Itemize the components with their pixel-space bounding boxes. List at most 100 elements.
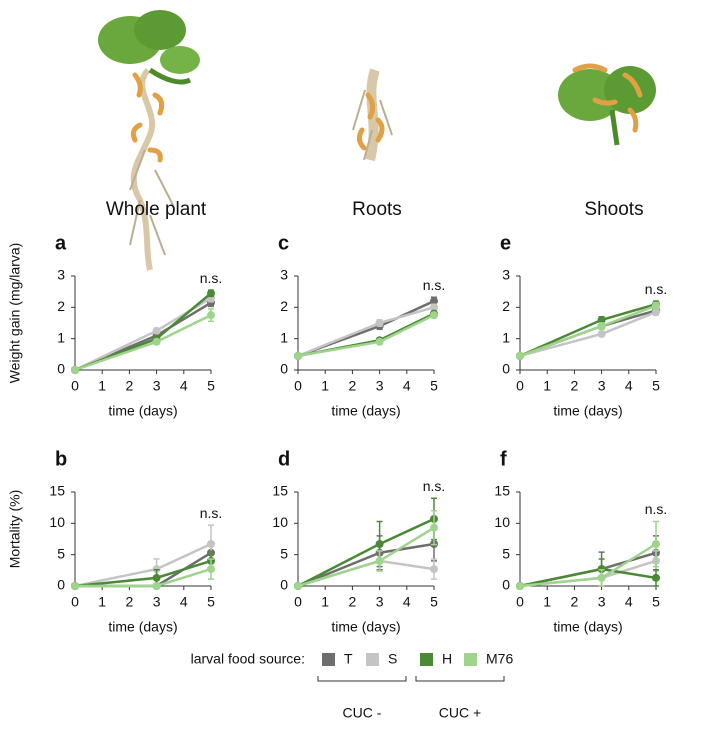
annotation: n.s. [423,478,446,494]
x-tick-label: 3 [153,378,161,394]
plant-whole [98,10,200,271]
data-point [71,582,79,590]
x-tick-label: 2 [349,594,357,610]
plant-roots [352,68,393,162]
data-point [375,319,384,327]
series-line [519,304,657,358]
x-axis-label: time (days) [553,403,622,419]
y-tick-label: 10 [272,514,288,530]
data-point [375,556,384,565]
panel-letter: d [278,448,290,470]
legend-label: T [344,651,353,667]
data-point [152,582,161,590]
y-tick-label: 15 [272,483,288,499]
y-tick-label: 5 [280,545,288,561]
legend-swatch [322,653,335,666]
data-point [375,337,384,346]
y-tick-label: 10 [49,514,65,530]
x-axis-label: time (days) [108,403,177,419]
data-point [652,540,660,549]
y-tick-label: 5 [57,545,65,561]
x-tick-label: 1 [321,378,329,394]
x-tick-label: 5 [652,594,660,610]
x-tick-label: 4 [403,378,411,394]
x-tick-label: 2 [126,594,134,610]
x-axis-label: time (days) [108,619,177,635]
x-tick-label: 0 [294,594,302,610]
y-tick-label: 3 [502,267,510,283]
legend-group: CUC + [439,705,481,721]
data-point [597,315,606,324]
y-tick-label: 10 [494,514,510,530]
y-axis-label: Weight gain (mg/larva) [7,243,23,384]
data-point [207,565,215,574]
data-point [652,308,660,317]
panel-letter: c [278,232,289,254]
y-tick-label: 1 [280,329,288,345]
x-tick-label: 3 [598,378,606,394]
x-axis-label: time (days) [553,619,622,635]
x-tick-label: 4 [180,594,188,610]
y-tick-label: 1 [57,329,65,345]
legend-group: CUC - [343,705,382,721]
data-point [294,351,302,360]
y-tick-label: 1 [502,329,510,345]
series-line [74,292,212,372]
series-line [519,542,657,588]
y-tick-label: 0 [502,577,510,593]
y-tick-label: 3 [57,267,65,283]
x-tick-label: 0 [294,378,302,394]
data-point [430,297,438,306]
data-point [152,573,161,582]
data-point [516,582,524,590]
x-tick-label: 1 [543,594,551,610]
series-line [297,517,435,588]
x-axis-label: time (days) [331,619,400,635]
y-tick-label: 2 [57,298,65,314]
y-tick-label: 0 [280,361,288,377]
x-tick-label: 1 [98,594,106,610]
legend-swatch [420,653,433,666]
legend-bracket [317,676,407,682]
data-point [597,573,606,582]
x-tick-label: 3 [376,594,384,610]
annotation: n.s. [200,505,223,521]
data-point [71,366,79,374]
legend-bracket [415,676,505,682]
x-tick-label: 4 [625,594,633,610]
x-tick-label: 2 [349,378,357,394]
panel-letter: e [500,232,511,254]
legend-title: larval food source: [191,651,305,667]
annotation: n.s. [645,501,668,517]
data-point [430,311,438,320]
annotation: n.s. [423,277,446,293]
x-tick-label: 4 [180,378,188,394]
data-point [652,301,660,310]
panel-letter: f [500,448,507,470]
legend-swatch [464,653,477,666]
y-tick-label: 15 [494,483,510,499]
data-point [516,351,524,360]
x-tick-label: 3 [376,378,384,394]
annotation: n.s. [200,270,223,286]
x-tick-label: 5 [430,594,438,610]
y-tick-label: 15 [49,483,65,499]
x-tick-label: 5 [652,378,660,394]
data-point [597,322,606,331]
x-tick-label: 3 [598,594,606,610]
x-tick-label: 0 [71,594,79,610]
panel-letter: a [55,232,67,254]
y-tick-label: 0 [280,577,288,593]
data-point [597,329,606,338]
column-title: Whole plant [106,199,207,220]
data-point [294,582,302,590]
x-tick-label: 1 [321,594,329,610]
annotation: n.s. [645,281,668,297]
legend-label: M76 [486,651,513,667]
x-tick-label: 1 [98,378,106,394]
y-tick-label: 5 [502,545,510,561]
data-point [430,303,438,312]
y-axis-label: Mortality (%) [7,490,23,569]
y-tick-label: 0 [57,361,65,377]
